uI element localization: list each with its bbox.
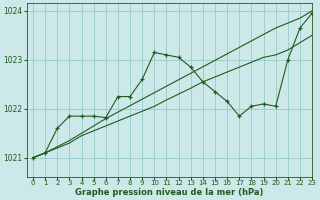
X-axis label: Graphe pression niveau de la mer (hPa): Graphe pression niveau de la mer (hPa) bbox=[75, 188, 264, 197]
